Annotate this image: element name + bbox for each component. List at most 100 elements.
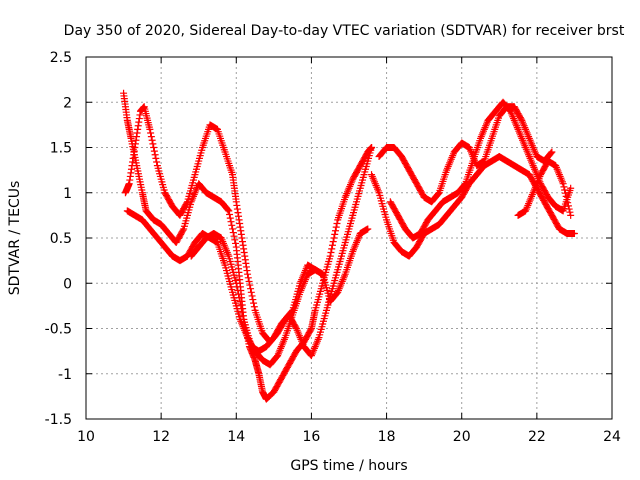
data-point xyxy=(564,202,572,210)
x-tick-label: 16 xyxy=(303,429,321,445)
data-point xyxy=(559,180,567,188)
data-point xyxy=(331,230,339,238)
data-point xyxy=(461,181,469,189)
x-tick-label: 10 xyxy=(77,429,95,445)
data-point xyxy=(364,225,372,233)
x-tick-label: 24 xyxy=(603,429,621,445)
y-tick-label: 1 xyxy=(63,186,72,202)
y-axis-label: SDTVAR / TECUs xyxy=(7,181,23,296)
data-point xyxy=(249,296,257,304)
data-point xyxy=(238,305,246,313)
data-point xyxy=(150,147,158,155)
data-point xyxy=(150,144,158,151)
x-tick-label: 14 xyxy=(227,429,245,445)
data-point xyxy=(328,241,336,249)
series-track-g xyxy=(386,98,575,242)
data-point xyxy=(246,281,254,289)
chart-gridlines xyxy=(86,57,612,419)
data-point xyxy=(183,199,191,207)
data-point xyxy=(570,229,578,237)
data-point xyxy=(148,136,156,144)
data-point xyxy=(328,245,336,253)
data-point xyxy=(368,144,376,151)
data-point xyxy=(547,149,555,157)
data-point xyxy=(229,229,237,237)
data-point xyxy=(333,220,341,228)
y-tick-label: 0 xyxy=(63,276,72,292)
data-point xyxy=(224,206,232,214)
y-tick-label: 2.5 xyxy=(50,50,72,66)
x-tick-label: 12 xyxy=(152,429,170,445)
data-point xyxy=(245,277,253,285)
series-track-h xyxy=(514,157,575,219)
data-point xyxy=(561,186,569,194)
y-tick-label: -1 xyxy=(58,367,72,383)
data-point xyxy=(326,252,334,260)
data-points xyxy=(120,89,578,403)
data-point xyxy=(248,292,256,300)
data-point xyxy=(234,286,242,294)
series-track-d xyxy=(187,144,376,360)
data-point xyxy=(330,234,338,242)
data-point xyxy=(567,211,575,219)
y-tick-label: 1.5 xyxy=(50,141,72,157)
data-point xyxy=(332,223,340,231)
data-point xyxy=(151,151,159,159)
data-point xyxy=(232,239,240,247)
data-point xyxy=(250,303,258,311)
data-point xyxy=(247,288,255,296)
data-point xyxy=(565,205,573,213)
data-point xyxy=(235,290,243,298)
x-axis-label: GPS time / hours xyxy=(290,458,407,474)
data-point xyxy=(229,225,237,233)
data-point xyxy=(561,189,569,197)
data-point xyxy=(250,299,258,307)
data-point xyxy=(239,312,247,320)
data-point xyxy=(226,210,234,218)
data-point xyxy=(226,214,234,222)
data-point xyxy=(230,232,238,240)
data-point xyxy=(237,301,245,309)
plot-area-frame xyxy=(85,56,613,420)
data-point xyxy=(517,115,525,123)
data-point xyxy=(327,248,335,256)
data-point xyxy=(560,183,568,191)
data-point xyxy=(231,236,239,244)
x-tick-label: 18 xyxy=(378,429,396,445)
data-point xyxy=(147,129,155,137)
data-point xyxy=(247,285,255,293)
data-point xyxy=(227,218,235,226)
data-point xyxy=(566,208,574,216)
data-point xyxy=(146,125,154,133)
y-tick-label: 0.5 xyxy=(50,231,72,247)
y-tick-label: 2 xyxy=(63,95,72,111)
data-point xyxy=(548,148,556,156)
data-point xyxy=(434,190,442,198)
axis-ticks: 10 12 14 16 18 20 22 24 -1.5 -1 -0.5 0 0.5 1 1.5 2 2.5 xyxy=(45,50,621,445)
data-point xyxy=(153,158,161,166)
data-point xyxy=(228,221,236,229)
data-point xyxy=(233,283,241,291)
data-point xyxy=(149,140,157,148)
data-point xyxy=(331,227,339,235)
data-point xyxy=(564,199,572,207)
y-tick-label: -0.5 xyxy=(45,322,72,338)
data-point xyxy=(235,294,243,302)
data-point xyxy=(152,154,160,162)
data-point xyxy=(147,133,155,141)
data-point xyxy=(225,207,233,215)
y-tick-label: -1.5 xyxy=(45,412,72,428)
x-tick-label: 20 xyxy=(453,429,471,445)
series-track-c xyxy=(123,207,372,369)
data-point xyxy=(329,238,337,246)
data-point xyxy=(563,196,571,204)
series-track-a xyxy=(120,89,376,403)
data-point xyxy=(292,323,300,331)
data-point xyxy=(567,184,575,192)
chart-title: Day 350 of 2020, Sidereal Day-to-day VTE… xyxy=(64,23,625,39)
data-point xyxy=(232,279,240,287)
data-point xyxy=(307,326,315,334)
x-tick-label: 22 xyxy=(528,429,546,445)
data-point xyxy=(179,226,187,234)
